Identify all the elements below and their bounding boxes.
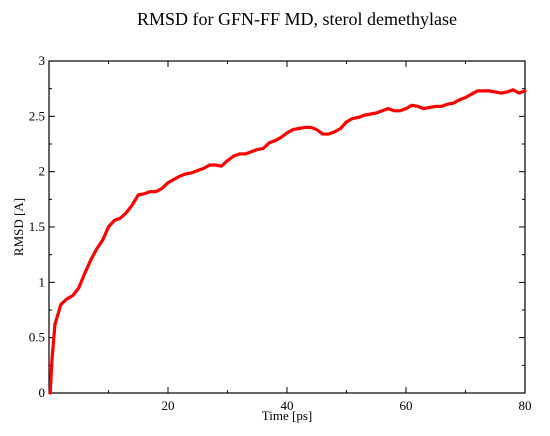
x-tick-label: 80 <box>519 398 532 413</box>
y-tick-label: 1 <box>39 274 46 289</box>
y-tick-label: 3 <box>39 53 46 68</box>
x-tick-label: 60 <box>400 398 413 413</box>
y-tick-label: 0.5 <box>29 330 45 345</box>
y-tick-label: 2 <box>39 164 46 179</box>
rmsd-series-line <box>48 88 527 395</box>
x-axis: 20 40 60 80 <box>108 61 532 413</box>
y-tick-label: 1.5 <box>29 219 45 234</box>
y-axis-label: RMSD [A] <box>11 198 26 256</box>
series-layer <box>48 88 527 395</box>
plot-frame <box>48 60 526 394</box>
chart-title: RMSD for GFN-FF MD, sterol demethylase <box>137 9 457 29</box>
x-axis-label: Time [ps] <box>262 408 312 423</box>
x-tick-label: 40 <box>281 398 294 413</box>
y-tick-label: 0 <box>39 385 46 400</box>
x-tick-label: 20 <box>162 398 175 413</box>
y-axis: 0 0.5 1 1.5 2 2.5 3 <box>29 53 525 400</box>
y-tick-label: 2.5 <box>29 108 45 123</box>
